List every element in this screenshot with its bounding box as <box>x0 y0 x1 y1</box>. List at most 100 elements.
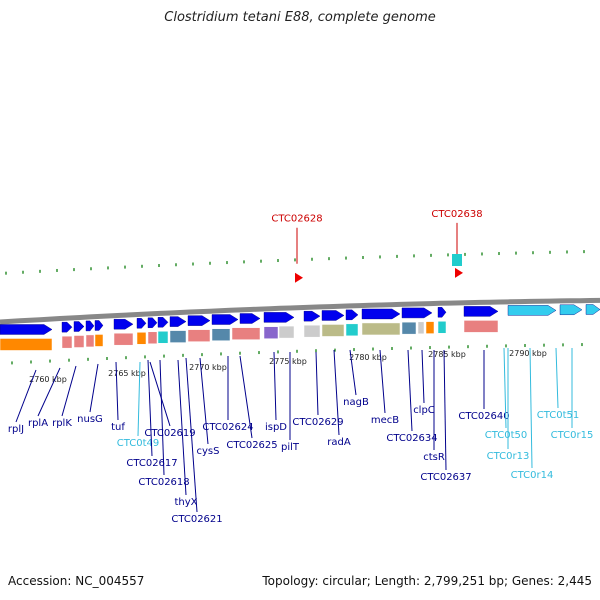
cog-block <box>345 323 359 337</box>
gene-leader <box>115 361 119 421</box>
cog-block <box>94 334 104 347</box>
gene-leader <box>147 359 153 457</box>
gene-label: cysS <box>197 446 220 457</box>
cog-block <box>278 325 295 339</box>
cog-block <box>417 321 425 335</box>
gene-label: CTC02640 <box>458 411 509 422</box>
gene-label: thyX <box>174 497 197 508</box>
gene-leader <box>421 349 425 404</box>
gene-leader <box>159 359 165 476</box>
gene-arrow <box>401 307 433 319</box>
gene-leader <box>407 349 413 432</box>
gene-label: CTC02624 <box>202 422 253 433</box>
gene-leader <box>273 351 277 421</box>
gene-label: CTC02625 <box>226 440 277 451</box>
highlight-marker <box>455 267 463 278</box>
gene-leader <box>443 349 447 471</box>
gene-arrow <box>169 316 187 327</box>
gene-label: CTC0t50 <box>485 430 528 441</box>
highlight-marker <box>295 272 303 283</box>
gene-arrow <box>113 319 134 330</box>
scale-labels: 2760 kbp 2765 kbp 2770 kbp 2775 kbp 2780 kbp… <box>29 349 547 384</box>
gene-label: CTC02629 <box>292 417 343 428</box>
gene-label: CTC0r14 <box>511 470 554 481</box>
genome-title: Clostridium tetani E88, complete genome <box>164 10 436 25</box>
gene-label: tuf <box>111 422 125 433</box>
cog-block <box>437 321 447 334</box>
gene-arrow <box>187 315 211 326</box>
cog-block <box>303 324 321 338</box>
gene-label: clpC <box>413 405 435 416</box>
gene-leader <box>15 369 37 423</box>
gene-arrow <box>61 321 73 333</box>
gene-label: nusG <box>77 414 103 425</box>
scale-label: 2775 kbp <box>269 357 307 366</box>
cog-block <box>211 328 231 341</box>
gene-label: CTC0r15 <box>551 430 594 441</box>
cog-block <box>73 335 85 348</box>
gene-leader <box>239 355 253 439</box>
highlight-label: CTC02638 <box>431 209 482 220</box>
cog-block <box>187 329 211 342</box>
gene-arrow <box>345 309 359 321</box>
gene-label: CTC02637 <box>420 472 471 483</box>
gene-label: CTC02619 <box>144 428 195 439</box>
genome-backbone <box>0 297 600 325</box>
gene-arrow <box>361 308 401 320</box>
cog-block <box>157 331 169 344</box>
gene-leader <box>177 359 187 496</box>
gene-leader <box>185 357 198 513</box>
cog-block <box>0 338 53 351</box>
gene-leader <box>503 347 507 429</box>
cog-block <box>321 324 345 337</box>
gene-leader <box>555 347 559 409</box>
gene-leader <box>61 365 77 417</box>
cog-block <box>61 335 73 349</box>
gene-leader <box>315 351 319 416</box>
cog-block <box>85 334 95 348</box>
gene-arrow <box>73 321 85 332</box>
genome-summary-text: Topology: circular; Length: 2,799,251 bp… <box>262 574 592 588</box>
gene-leader <box>137 361 141 437</box>
highlight-label: CTC02628 <box>271 214 322 225</box>
gene-leader <box>199 357 209 445</box>
scale-label: 2790 kbp <box>509 349 547 358</box>
scale-label: 2770 kbp <box>189 363 227 372</box>
gene-label: CTC0t49 <box>117 438 160 449</box>
highlight-gene-box <box>452 254 462 266</box>
gene-arrow <box>94 320 104 331</box>
gene-track <box>0 304 600 335</box>
gene-label: CTC02634 <box>386 433 437 444</box>
cog-block <box>425 321 435 334</box>
scale-label: 2780 kbp <box>349 353 387 362</box>
gene-leader <box>349 349 357 396</box>
accession-text: Accession: NC_004557 <box>8 574 145 588</box>
gene-label: ctsR <box>423 452 445 463</box>
gene-label: pilT <box>281 442 300 453</box>
gene-arrow <box>437 307 447 318</box>
gene-label: rplA <box>28 418 48 429</box>
gene-leader <box>529 347 533 469</box>
gene-label: radA <box>327 437 351 448</box>
inner-tick-ring <box>11 343 583 365</box>
cog-block <box>263 326 279 339</box>
gene-arrow <box>157 317 169 328</box>
gene-label: nagB <box>343 397 369 408</box>
gene-label: CTC02617 <box>126 458 177 469</box>
gene-arrow <box>85 320 95 332</box>
gene-arrow <box>239 313 261 324</box>
gene-arrow <box>147 317 158 328</box>
gene-arrow <box>136 318 147 329</box>
outer-tick-ring <box>5 250 585 275</box>
gene-arrow <box>211 314 239 325</box>
gene-leader <box>89 363 99 413</box>
gene-leader <box>333 349 340 436</box>
gene-arrow <box>463 306 499 317</box>
cog-block <box>147 331 158 345</box>
gene-label: CTC0t51 <box>537 410 580 421</box>
cog-block <box>361 322 401 336</box>
gene-label: rplK <box>52 418 72 429</box>
scale-label: 2765 kbp <box>108 369 146 378</box>
gene-arrow <box>0 324 53 335</box>
